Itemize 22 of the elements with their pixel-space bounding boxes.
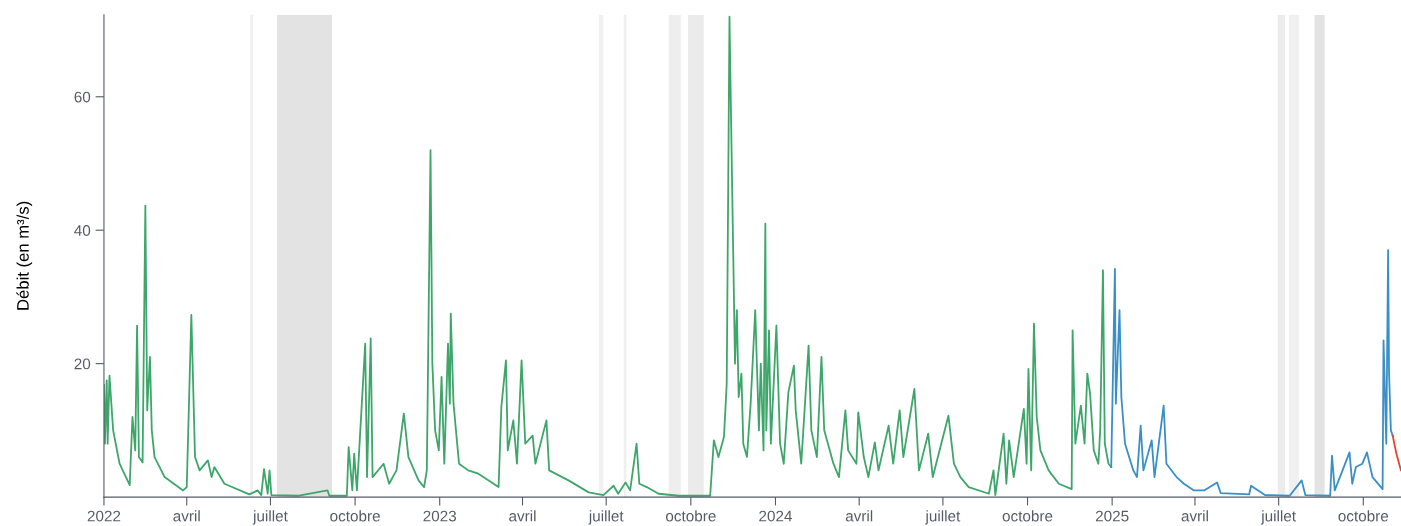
- x-tick-label: juillet: [925, 510, 961, 525]
- x-tick-label: juillet: [1260, 510, 1296, 525]
- x-tick-label: 2025: [1095, 510, 1129, 522]
- y-tick-label: 20: [74, 358, 91, 370]
- x-tick-label: juillet: [252, 510, 288, 525]
- y-axis-title: Débit (en m³/s): [16, 201, 33, 310]
- x-tick-label: avril: [1181, 510, 1208, 522]
- x-tick-label: octobre: [1002, 510, 1053, 522]
- x-tick-label: juillet: [588, 510, 624, 525]
- y-tick-label: 60: [74, 91, 91, 103]
- x-tick-label: octobre: [330, 510, 380, 522]
- x-tick-label: 2022: [87, 510, 121, 522]
- x-tick-label: octobre: [666, 510, 716, 522]
- x-tick-label: avril: [173, 510, 200, 522]
- line-series: [1110, 249, 1394, 497]
- x-tick-label: octobre: [1338, 510, 1389, 522]
- x-tick-label: avril: [509, 510, 536, 522]
- y-tick-label: 40: [74, 225, 91, 236]
- x-tick-label: 2024: [759, 510, 793, 522]
- x-tick-label: 2023: [423, 510, 457, 522]
- line-series: [103, 15, 1113, 497]
- x-tick-label: avril: [845, 510, 873, 522]
